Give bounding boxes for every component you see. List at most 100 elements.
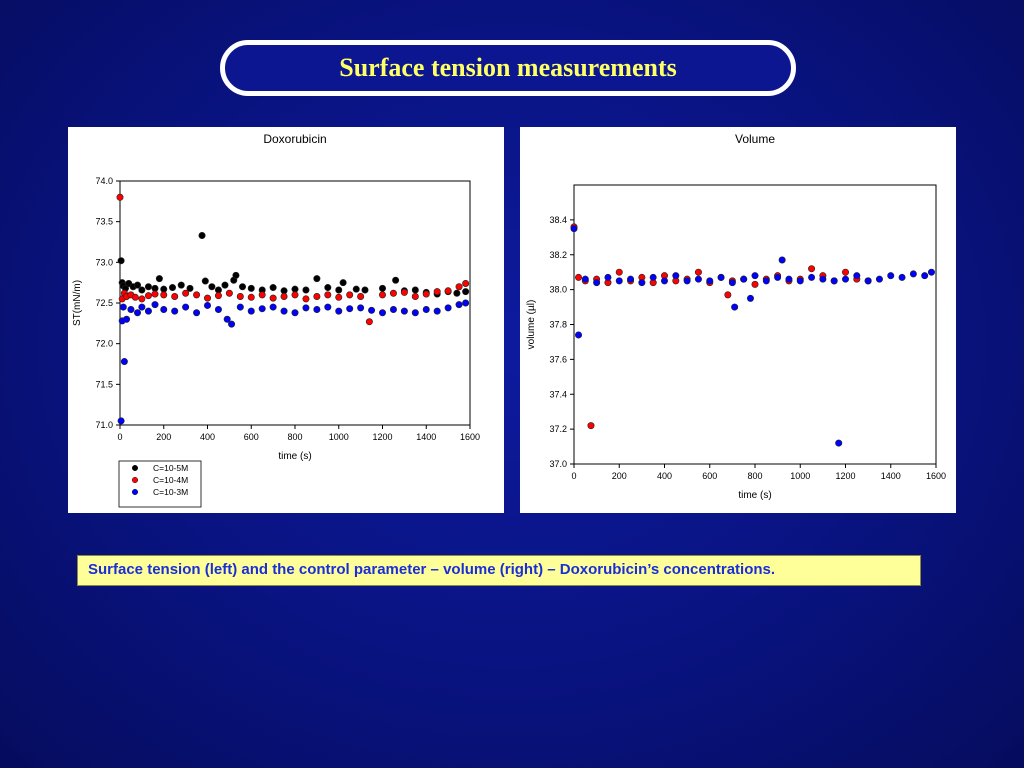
x-tick-label: 800 xyxy=(747,471,762,481)
data-point xyxy=(357,292,365,300)
data-point xyxy=(819,275,827,283)
data-point xyxy=(144,307,152,315)
data-point xyxy=(864,277,872,285)
data-point xyxy=(587,422,595,430)
data-point xyxy=(313,306,321,314)
data-point xyxy=(138,303,146,311)
data-point xyxy=(411,309,419,317)
legend-marker xyxy=(131,476,139,484)
data-point xyxy=(291,291,299,299)
data-point xyxy=(392,276,400,284)
data-point xyxy=(151,301,159,309)
series-group-3 xyxy=(117,299,470,425)
data-point xyxy=(280,292,288,300)
x-tick-label: 200 xyxy=(612,471,627,481)
legend-marker xyxy=(131,488,139,496)
data-point xyxy=(400,307,408,315)
data-point xyxy=(774,273,782,281)
data-point xyxy=(247,284,255,292)
series-group-1 xyxy=(570,223,872,430)
data-point xyxy=(746,294,754,302)
x-axis-label: time (s) xyxy=(278,451,311,462)
data-point xyxy=(138,295,146,303)
data-point xyxy=(324,291,332,299)
data-point xyxy=(193,291,201,299)
y-tick-label: 38.2 xyxy=(549,250,567,260)
data-point xyxy=(462,288,470,296)
data-point xyxy=(830,277,838,285)
slide-title: Surface tension measurements xyxy=(339,53,677,82)
y-tick-label: 37.8 xyxy=(549,320,567,330)
data-point xyxy=(169,284,177,292)
slide-title-box: Surface tension measurements xyxy=(220,40,796,96)
data-point xyxy=(841,268,849,276)
data-point xyxy=(258,291,266,299)
data-point xyxy=(134,309,142,317)
data-point xyxy=(724,291,732,299)
data-point xyxy=(581,275,589,283)
data-point xyxy=(324,284,332,292)
data-point xyxy=(123,315,131,323)
data-point xyxy=(921,272,929,280)
x-tick-label: 1600 xyxy=(460,432,480,442)
data-point xyxy=(204,301,212,309)
x-tick-label: 800 xyxy=(287,432,302,442)
data-point xyxy=(638,279,646,287)
data-point xyxy=(785,275,793,283)
data-point xyxy=(117,257,125,265)
data-point xyxy=(455,301,463,309)
data-point xyxy=(182,303,190,311)
data-point xyxy=(853,272,861,280)
data-point xyxy=(604,273,612,281)
data-point xyxy=(269,294,277,302)
data-point xyxy=(808,265,816,273)
data-point xyxy=(378,309,386,317)
data-point xyxy=(717,273,725,281)
data-point xyxy=(127,306,135,314)
data-point xyxy=(615,268,623,276)
data-point xyxy=(134,281,142,289)
data-point xyxy=(728,279,736,287)
data-point xyxy=(352,285,360,293)
data-point xyxy=(302,304,310,312)
data-point xyxy=(236,303,244,311)
data-point xyxy=(455,283,463,291)
x-tick-label: 1000 xyxy=(790,471,810,481)
data-point xyxy=(232,271,240,279)
x-tick-label: 400 xyxy=(200,432,215,442)
data-point xyxy=(214,306,222,314)
data-point xyxy=(177,281,185,289)
data-point xyxy=(225,289,233,297)
chart-title: Volume xyxy=(735,132,775,146)
data-point xyxy=(694,268,702,276)
legend-label: C=10-5M xyxy=(153,463,188,473)
data-point xyxy=(239,283,247,291)
data-point xyxy=(444,287,452,295)
data-point xyxy=(365,318,373,326)
data-point xyxy=(223,315,231,323)
data-point xyxy=(835,439,843,447)
y-tick-label: 74.0 xyxy=(95,176,113,186)
data-point xyxy=(160,306,168,314)
x-tick-label: 1400 xyxy=(416,432,436,442)
y-tick-label: 72.0 xyxy=(95,339,113,349)
data-point xyxy=(247,293,255,301)
data-point xyxy=(627,275,635,283)
y-axis-label: volume (µl) xyxy=(526,300,537,350)
data-point xyxy=(247,307,255,315)
data-point xyxy=(160,291,168,299)
data-point xyxy=(221,281,229,289)
x-tick-label: 1000 xyxy=(329,432,349,442)
data-point xyxy=(155,275,163,283)
data-point xyxy=(269,303,277,311)
volume-chart-panel: Volume 0 200 400 600 800 1000 1200 1400 1600 37.0 3… xyxy=(520,127,956,513)
data-point xyxy=(898,273,906,281)
data-point xyxy=(400,288,408,296)
data-point xyxy=(751,280,759,288)
data-point xyxy=(280,307,288,315)
data-point xyxy=(291,309,299,317)
data-point xyxy=(462,299,470,307)
data-point xyxy=(346,291,354,299)
x-axis-label: time (s) xyxy=(738,490,771,501)
x-tick-label: 600 xyxy=(244,432,259,442)
